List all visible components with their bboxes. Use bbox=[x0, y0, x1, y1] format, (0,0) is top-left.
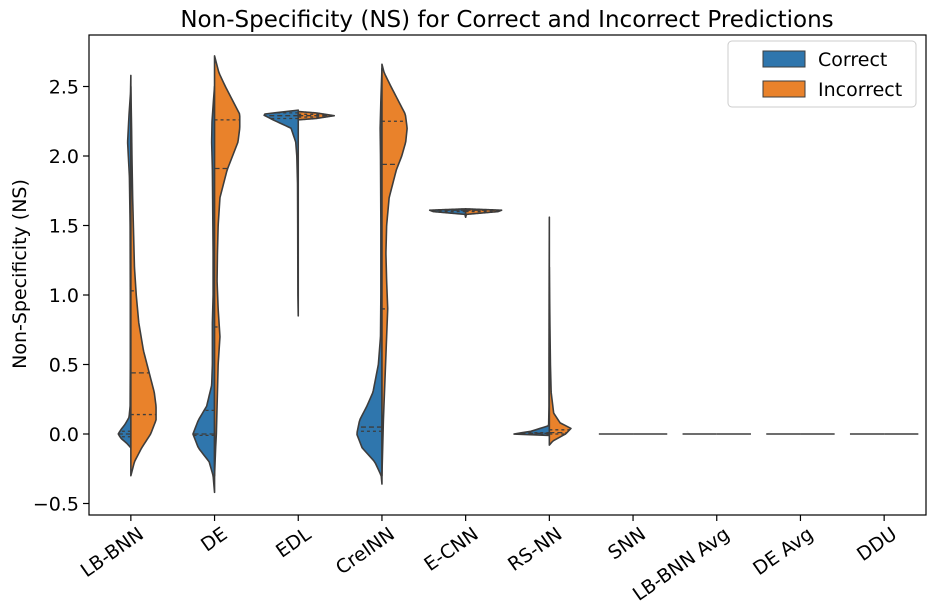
violin-group bbox=[428, 208, 503, 218]
violin-incorrect bbox=[381, 63, 408, 477]
plot-frame bbox=[88, 34, 927, 516]
violin-correct bbox=[263, 109, 300, 317]
y-tick-label: −0.5 bbox=[33, 494, 79, 516]
violin-group bbox=[356, 63, 408, 485]
violin-group bbox=[117, 74, 157, 477]
legend-swatch-incorrect bbox=[762, 80, 806, 98]
y-tick-label: 1.5 bbox=[49, 216, 79, 238]
violin-incorrect bbox=[213, 55, 241, 477]
violin-group bbox=[513, 216, 572, 446]
legend: Correct Incorrect bbox=[727, 40, 917, 108]
violin-incorrect bbox=[548, 266, 572, 446]
violin-group bbox=[192, 55, 241, 494]
y-tick-label: 1.0 bbox=[49, 285, 79, 307]
y-tick-label: 2.5 bbox=[49, 77, 79, 99]
violin-correct bbox=[356, 67, 383, 485]
y-tick-label: 0.0 bbox=[49, 424, 79, 446]
violin-incorrect bbox=[130, 85, 157, 477]
y-tick-label: 2.0 bbox=[49, 146, 79, 168]
violin-group bbox=[263, 109, 336, 317]
legend-label-incorrect: Incorrect bbox=[818, 79, 902, 101]
legend-swatch-correct bbox=[762, 50, 806, 68]
violin-correct bbox=[192, 85, 216, 494]
y-tick-label: 0.5 bbox=[49, 355, 79, 377]
legend-label-correct: Correct bbox=[818, 49, 887, 71]
chart-title: Non-Specificity (NS) for Correct and Inc… bbox=[180, 7, 833, 33]
y-axis-title: Non-Specificity (NS) bbox=[9, 179, 31, 369]
